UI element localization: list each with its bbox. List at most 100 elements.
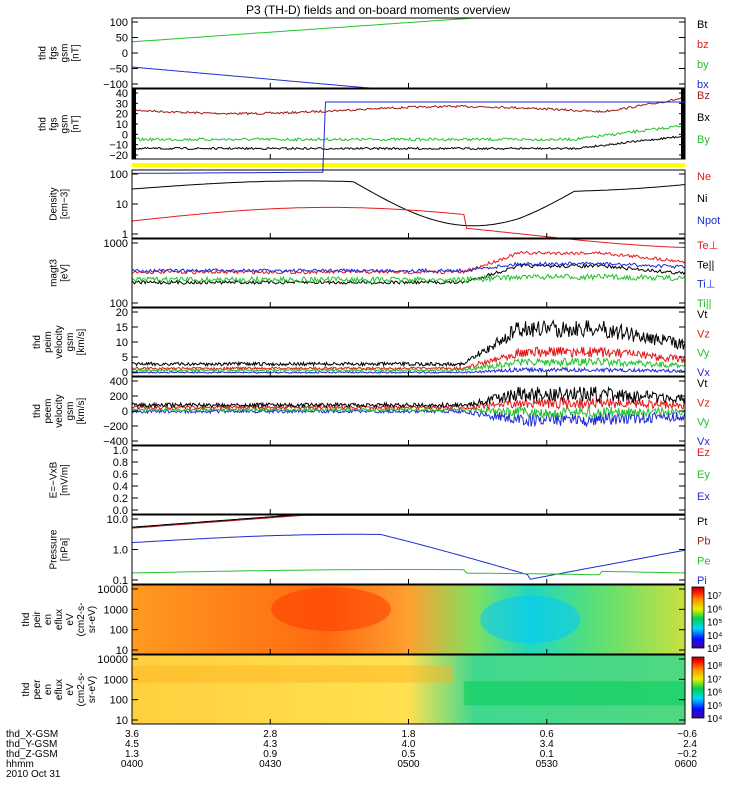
colorbar-label: 10⁶	[707, 604, 722, 615]
ytick-label: −10	[109, 140, 128, 152]
ylabel-line: peir	[32, 610, 43, 627]
ytick-label: 15	[116, 322, 128, 334]
ylabel-line: [km/s]	[76, 397, 87, 424]
xaxis-row-label: thd_Z-GSM	[6, 749, 58, 760]
xaxis-row-label: hhmm	[6, 759, 34, 770]
flux-low	[463, 681, 685, 706]
legend-entry: Pb	[697, 536, 710, 548]
series-line	[131, 356, 686, 373]
legend-entry: Bx	[697, 112, 710, 124]
panel-frame	[131, 169, 686, 239]
series-line	[131, 514, 685, 529]
xaxis-value: 0400	[121, 759, 144, 770]
series-line	[131, 261, 686, 274]
ylabel-line: (cm2-s-	[76, 673, 87, 707]
ytick-label: 1.0	[113, 445, 128, 457]
ylabel-line: eV	[65, 683, 76, 696]
ytick-label: 40	[116, 88, 128, 100]
ytick-label: 10.0	[107, 514, 128, 526]
series-line	[131, 569, 686, 576]
series-line	[132, 101, 685, 174]
ytick-label: −20	[109, 150, 128, 162]
ytick-label: 100	[110, 625, 128, 637]
series-line	[131, 125, 686, 142]
legend-entry: Ex	[697, 491, 710, 503]
ytick-label: 10	[116, 199, 128, 211]
legend-entry: Vx	[697, 436, 710, 448]
xaxis-value: 0600	[675, 759, 698, 770]
ytick-label: 5	[122, 352, 128, 364]
xaxis-value: 3.6	[125, 729, 139, 740]
ylabel-line: gsm	[65, 333, 76, 352]
ylabel-line: [cm−3]	[60, 189, 71, 220]
ytick-label: 1.0	[113, 545, 128, 557]
flag-bar	[132, 163, 685, 167]
legend-entry: Ti||	[697, 298, 711, 310]
legend-entry: Te⊥	[697, 240, 718, 252]
colorbar-label: 10⁴	[707, 714, 722, 725]
ylabel-line: thd	[32, 335, 43, 349]
xaxis-value: 0500	[397, 759, 420, 770]
legend-entry: Pi	[697, 575, 707, 587]
flux-band	[132, 665, 453, 683]
ylabel-line: fgs	[49, 117, 60, 130]
panel-3	[132, 163, 685, 167]
ylabel-line: thd	[38, 46, 49, 60]
colorbar-label: 10⁶	[707, 688, 722, 699]
colorbar: 10⁷ 10⁶ 10⁵ 10⁴ 10³	[691, 586, 722, 655]
ytick-label: 0.4	[113, 481, 128, 493]
ytick-label: 0.8	[113, 457, 128, 469]
legend-entry: Vt	[697, 378, 707, 390]
xaxis-value: 0.6	[540, 729, 554, 740]
legend-entry: Ez	[697, 447, 710, 459]
ylabel-line: [nPa]	[60, 538, 71, 562]
ylabel-line: velocity	[54, 325, 65, 358]
series-line	[131, 17, 685, 43]
ylabel-line: fgs	[49, 46, 60, 59]
colorbar-label: 10⁸	[707, 661, 722, 672]
legend-entry: bx	[697, 79, 709, 91]
ylabel-line: magt3	[49, 259, 60, 287]
ylabel-line: thd	[32, 404, 43, 418]
ytick-label: 0.0	[113, 505, 128, 517]
xaxis-value: 0.9	[263, 749, 277, 760]
xaxis-value: −0.2	[677, 749, 697, 760]
ylabel-line: gsm	[65, 402, 76, 421]
panel-11: 10⁸ 10⁷ 10⁶ 10⁵ 10⁴ 10000 1000 100 10 thd peer en ef…	[21, 654, 722, 727]
series-line	[131, 533, 686, 580]
ytick-label: 100	[110, 695, 128, 707]
series-line	[131, 346, 686, 371]
panel-6: 20 15 10 5 0 thd peim velocity gsm [km/s] Vt Vz Vy Vx	[32, 307, 710, 379]
ylabel-line: peem	[43, 398, 54, 423]
colorbar: 10⁸ 10⁷ 10⁶ 10⁵ 10⁴	[691, 656, 722, 725]
ytick-label: 100	[110, 17, 128, 29]
ytick-label: −50	[109, 64, 128, 76]
colorbar-scale	[691, 586, 705, 649]
ytick-label: 10	[116, 119, 128, 131]
series-line	[131, 206, 686, 248]
legend-entry: by	[697, 59, 709, 71]
xaxis-row-label: 2010 Oct 31	[6, 769, 61, 780]
series-line	[131, 396, 686, 411]
ylabel-line: sr-eV)	[87, 606, 98, 633]
ylabel-line: [eV]	[60, 264, 71, 282]
ytick-label: 0.6	[113, 469, 128, 481]
ytick-label: 10000	[97, 584, 128, 596]
xaxis-value: 4.0	[402, 739, 416, 750]
ytick-label: −200	[103, 421, 128, 433]
legend-entry: Pe	[697, 555, 710, 567]
ylabel-line: eflux	[54, 609, 65, 630]
ytick-label: 100	[110, 298, 128, 310]
ylabel-line: gsm	[60, 115, 71, 134]
legend-entry: bz	[697, 39, 709, 51]
ylabel-line: eflux	[54, 679, 65, 700]
spectrogram	[132, 585, 685, 654]
ylabel-line: peer	[32, 679, 43, 700]
ytick-label: 0	[122, 48, 128, 60]
ytick-label: 50	[116, 33, 128, 45]
colorbar-label: 10⁵	[707, 618, 722, 629]
panel-1: 100 50 0 −50 −100 thd fgs gsm [nT] Bt bz by bx	[38, 17, 710, 91]
ylabel-line: velocity	[54, 394, 65, 427]
ylabel-line: E=−VxB	[49, 461, 60, 498]
